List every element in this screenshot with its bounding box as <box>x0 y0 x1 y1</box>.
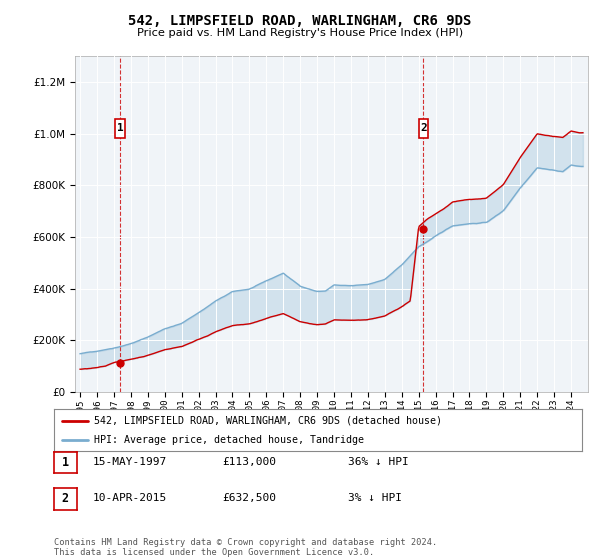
Text: 2: 2 <box>420 123 427 133</box>
Text: 3% ↓ HPI: 3% ↓ HPI <box>348 493 402 503</box>
Text: 2: 2 <box>62 492 69 506</box>
Text: Price paid vs. HM Land Registry's House Price Index (HPI): Price paid vs. HM Land Registry's House … <box>137 28 463 38</box>
Text: 542, LIMPSFIELD ROAD, WARLINGHAM, CR6 9DS: 542, LIMPSFIELD ROAD, WARLINGHAM, CR6 9D… <box>128 14 472 28</box>
Text: 36% ↓ HPI: 36% ↓ HPI <box>348 457 409 467</box>
Text: 10-APR-2015: 10-APR-2015 <box>93 493 167 503</box>
FancyBboxPatch shape <box>419 119 428 138</box>
Text: Contains HM Land Registry data © Crown copyright and database right 2024.
This d: Contains HM Land Registry data © Crown c… <box>54 538 437 557</box>
Text: HPI: Average price, detached house, Tandridge: HPI: Average price, detached house, Tand… <box>94 435 364 445</box>
Text: 1: 1 <box>62 456 69 469</box>
FancyBboxPatch shape <box>115 119 125 138</box>
Text: £113,000: £113,000 <box>222 457 276 467</box>
Text: 1: 1 <box>117 123 124 133</box>
Text: £632,500: £632,500 <box>222 493 276 503</box>
Text: 542, LIMPSFIELD ROAD, WARLINGHAM, CR6 9DS (detached house): 542, LIMPSFIELD ROAD, WARLINGHAM, CR6 9D… <box>94 416 442 426</box>
Text: 15-MAY-1997: 15-MAY-1997 <box>93 457 167 467</box>
